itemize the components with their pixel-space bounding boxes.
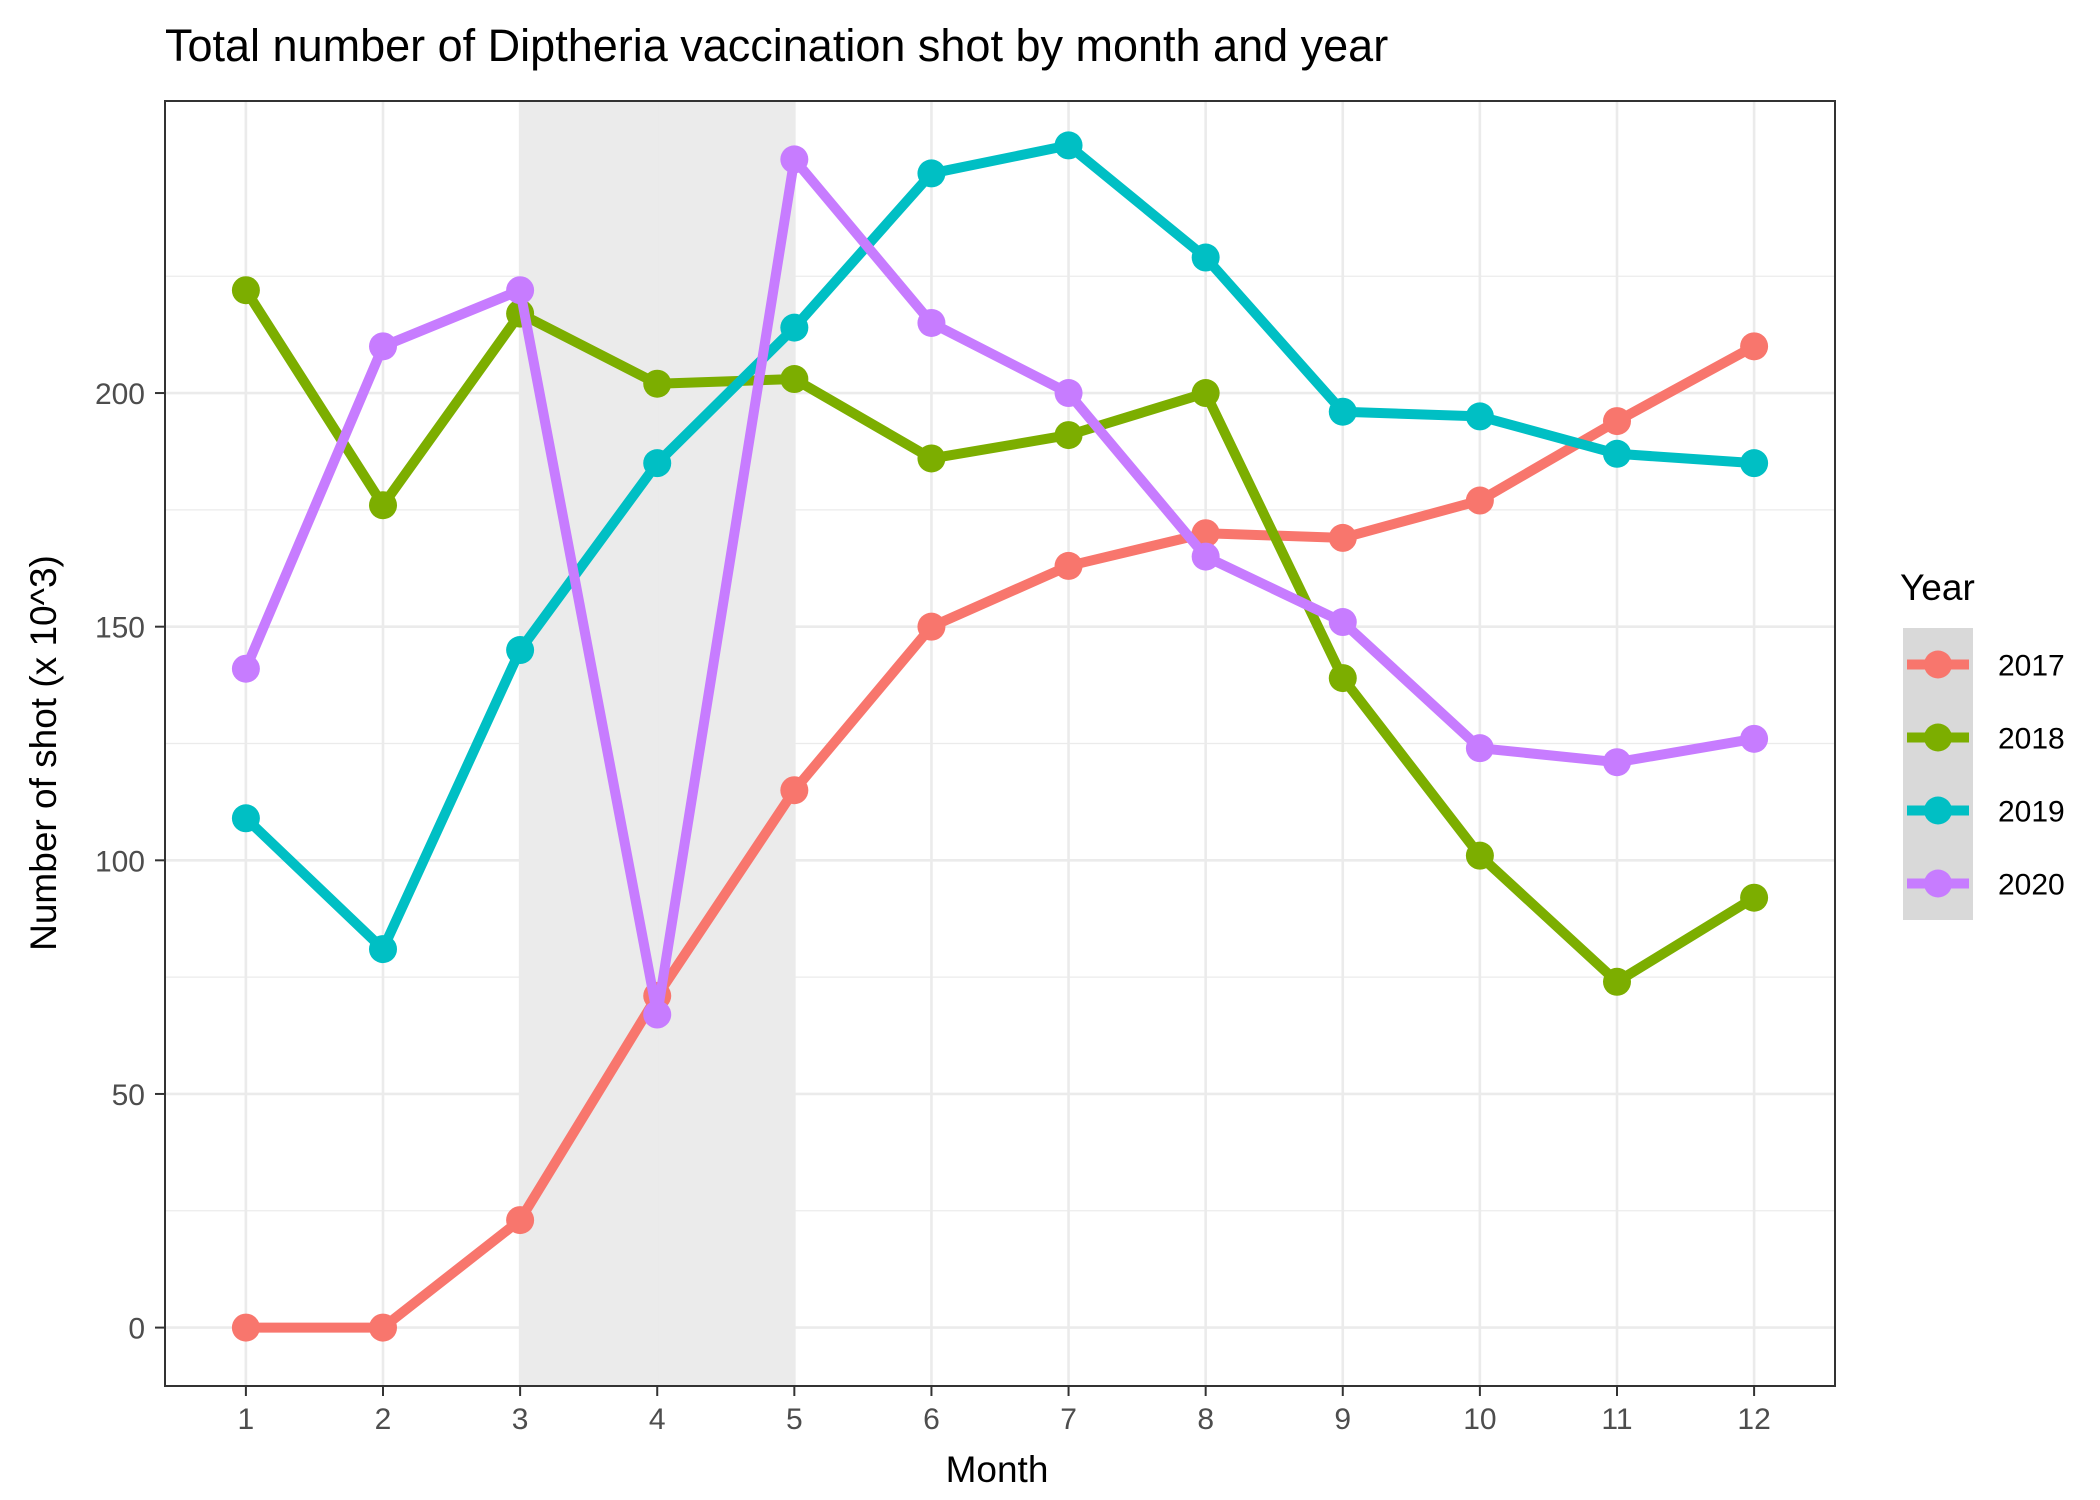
data-point-2018-10 bbox=[1465, 841, 1494, 870]
data-point-2019-12 bbox=[1740, 449, 1769, 478]
x-tick-label: 3 bbox=[512, 1403, 529, 1436]
chart-title: Total number of Diptheria vaccination sh… bbox=[165, 20, 1388, 71]
series-line-2019 bbox=[242, 140, 1755, 955]
data-point-2018-7 bbox=[1054, 421, 1083, 450]
data-point-2017-9 bbox=[1328, 523, 1357, 552]
y-tick-label: 150 bbox=[95, 612, 145, 645]
data-point-2017-12 bbox=[1740, 332, 1769, 361]
legend-label: 2019 bbox=[1998, 796, 2065, 829]
x-axis-title: Month bbox=[946, 1449, 1049, 1490]
data-point-2018-5 bbox=[780, 365, 809, 394]
legend-item-2020: 2020 bbox=[1907, 869, 2065, 902]
y-tick-label: 0 bbox=[128, 1313, 145, 1346]
data-point-2017-7 bbox=[1054, 551, 1083, 580]
data-point-2019-11 bbox=[1602, 439, 1631, 468]
plot-panel bbox=[164, 100, 1836, 1387]
data-point-2019-6 bbox=[917, 159, 946, 188]
data-point-2020-1 bbox=[231, 654, 260, 683]
data-point-2017-10 bbox=[1465, 486, 1494, 515]
legend-label: 2017 bbox=[1998, 650, 2065, 683]
data-point-2017-2 bbox=[369, 1313, 398, 1342]
data-point-2017-11 bbox=[1602, 407, 1631, 436]
legend-item-2019: 2019 bbox=[1907, 796, 2065, 829]
data-point-2019-2 bbox=[369, 935, 398, 964]
data-point-2019-9 bbox=[1328, 397, 1357, 426]
x-tick-label: 2 bbox=[375, 1403, 392, 1436]
data-point-2019-8 bbox=[1191, 243, 1220, 272]
x-tick-label: 12 bbox=[1737, 1403, 1770, 1436]
data-point-2019-4 bbox=[643, 449, 672, 478]
legend-key-point bbox=[1924, 796, 1952, 825]
x-tick-label: 8 bbox=[1197, 1403, 1214, 1436]
data-point-2017-8 bbox=[1191, 519, 1220, 548]
data-point-2018-2 bbox=[369, 491, 398, 520]
data-point-2017-5 bbox=[780, 776, 809, 805]
data-point-2019-7 bbox=[1054, 131, 1083, 160]
series-line-2017 bbox=[245, 341, 1757, 1333]
data-point-2019-1 bbox=[231, 804, 260, 833]
data-point-2018-8 bbox=[1191, 379, 1220, 408]
data-point-2018-11 bbox=[1602, 967, 1631, 996]
y-axis-title: Number of shot (x 10^3) bbox=[23, 555, 64, 951]
legend-item-2018: 2018 bbox=[1907, 723, 2065, 756]
y-tick-label: 50 bbox=[112, 1079, 145, 1112]
legend-item-2017: 2017 bbox=[1907, 650, 2065, 683]
data-point-2019-5 bbox=[780, 313, 809, 342]
data-point-2017-3 bbox=[506, 1206, 535, 1235]
legend-key-point bbox=[1924, 650, 1952, 679]
x-tick-label: 6 bbox=[923, 1403, 940, 1436]
data-point-2020-3 bbox=[506, 276, 535, 305]
data-point-2017-6 bbox=[917, 612, 946, 641]
series-2020 bbox=[231, 145, 1769, 1029]
y-axis: 0 50 100 150 200 bbox=[95, 378, 165, 1346]
x-tick-label: 4 bbox=[649, 1403, 666, 1436]
data-point-2018-4 bbox=[643, 369, 672, 398]
data-point-2020-5 bbox=[780, 145, 809, 174]
y-tick-label: 100 bbox=[95, 845, 145, 878]
data-point-2020-7 bbox=[1054, 379, 1083, 408]
legend: Year 2017 2018 2019 2020 bbox=[1900, 567, 2065, 920]
data-point-2020-11 bbox=[1602, 748, 1631, 777]
data-point-2020-4 bbox=[643, 1000, 672, 1029]
data-point-2018-9 bbox=[1328, 664, 1357, 693]
data-point-2020-10 bbox=[1465, 734, 1494, 763]
data-point-2020-8 bbox=[1191, 542, 1220, 571]
x-tick-label: 9 bbox=[1334, 1403, 1351, 1436]
x-tick-label: 10 bbox=[1463, 1403, 1496, 1436]
x-axis: 1 2 3 4 5 6 7 8 9 10 11 12 bbox=[238, 1386, 1771, 1436]
data-point-2020-9 bbox=[1328, 608, 1357, 637]
series-2019 bbox=[231, 131, 1769, 964]
data-point-2019-3 bbox=[506, 636, 535, 665]
legend-label: 2020 bbox=[1998, 869, 2065, 902]
legend-label: 2018 bbox=[1998, 723, 2065, 756]
x-tick-label: 11 bbox=[1601, 1403, 1632, 1436]
data-point-2018-6 bbox=[917, 444, 946, 473]
x-tick-label: 7 bbox=[1060, 1403, 1077, 1436]
data-point-2020-6 bbox=[917, 308, 946, 337]
data-point-2020-12 bbox=[1740, 724, 1769, 753]
y-tick-label: 200 bbox=[95, 378, 145, 411]
legend-key-point bbox=[1924, 869, 1952, 898]
data-point-2018-12 bbox=[1740, 883, 1769, 912]
data-point-2020-2 bbox=[369, 332, 398, 361]
panel-border bbox=[164, 100, 1836, 1387]
data-point-2017-1 bbox=[231, 1313, 260, 1342]
series-line-2018 bbox=[241, 287, 1757, 987]
series-2017 bbox=[231, 332, 1769, 1342]
data-point-2019-10 bbox=[1465, 402, 1494, 431]
series-2018 bbox=[231, 276, 1769, 996]
series-line-2020 bbox=[241, 154, 1755, 1020]
legend-title: Year bbox=[1900, 567, 1975, 608]
legend-key-point bbox=[1924, 723, 1952, 752]
data-point-2018-1 bbox=[231, 276, 260, 305]
x-tick-label: 5 bbox=[786, 1403, 803, 1436]
x-tick-label: 1 bbox=[238, 1403, 255, 1436]
